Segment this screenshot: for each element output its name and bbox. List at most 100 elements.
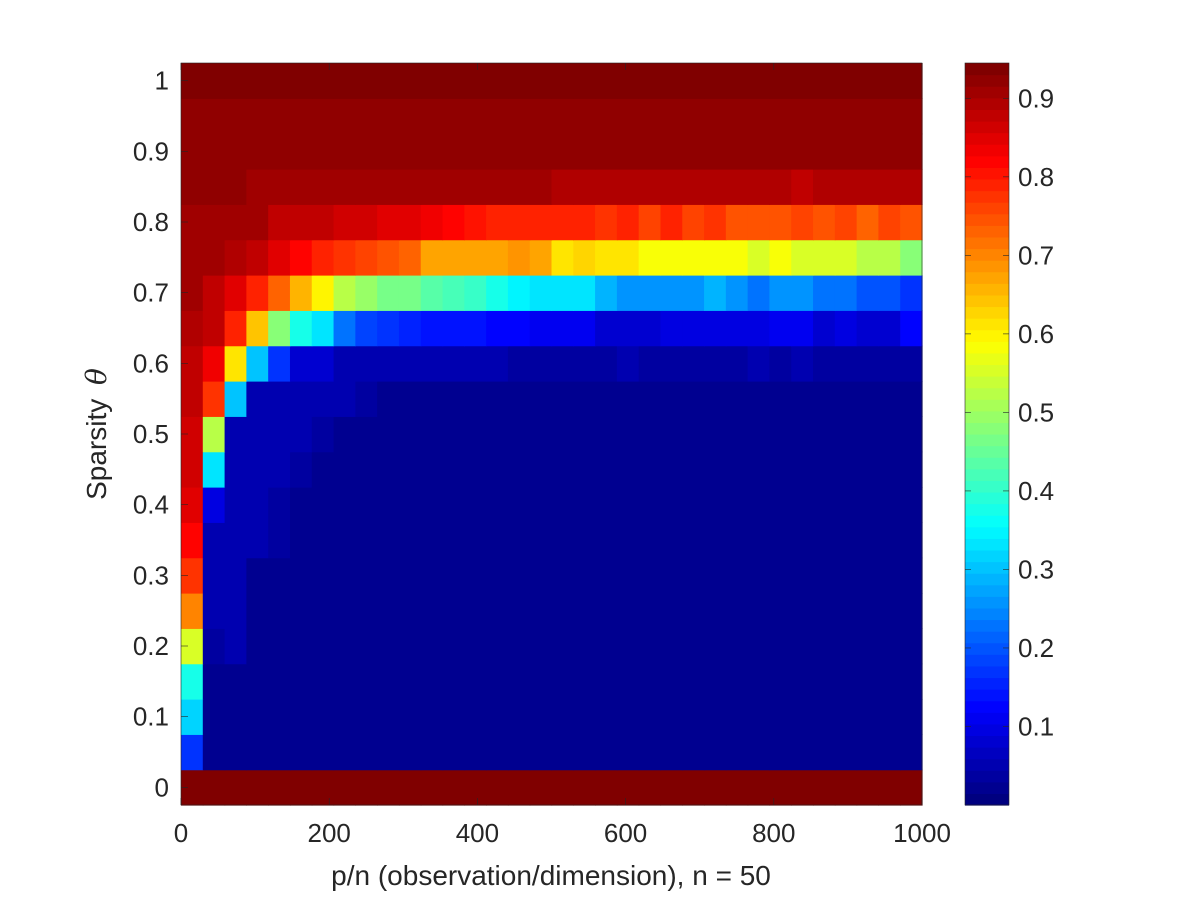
heatmap-cell bbox=[638, 451, 662, 488]
heatmap-cell bbox=[529, 628, 553, 665]
heatmap-cell bbox=[289, 133, 313, 170]
heatmap-cell bbox=[573, 381, 596, 417]
heatmap-cell bbox=[246, 204, 269, 241]
heatmap-cell bbox=[507, 98, 531, 135]
heatmap-cell bbox=[442, 593, 465, 629]
heatmap-cell bbox=[856, 204, 880, 241]
heatmap-cell bbox=[529, 310, 553, 347]
heatmap-cell bbox=[464, 451, 487, 488]
heatmap-cell bbox=[725, 416, 749, 453]
heatmap-cell bbox=[638, 487, 662, 523]
heatmap-cell bbox=[595, 663, 618, 700]
colorbar-tick-label: 0.6 bbox=[1018, 319, 1054, 349]
heatmap-cells bbox=[181, 63, 923, 806]
heatmap-cell bbox=[311, 593, 335, 629]
heatmap-cell bbox=[311, 557, 335, 594]
heatmap-cell bbox=[813, 204, 836, 241]
heatmap-cell bbox=[507, 487, 531, 523]
heatmap-cell bbox=[398, 769, 422, 806]
heatmap-cell bbox=[289, 98, 313, 135]
colorbar-segment bbox=[965, 468, 1009, 481]
heatmap-cell bbox=[311, 169, 335, 205]
heatmap-cell bbox=[246, 310, 269, 347]
heatmap-cell bbox=[224, 663, 247, 700]
heatmap-cell bbox=[246, 699, 269, 735]
heatmap-cell bbox=[289, 663, 313, 700]
heatmap-cell bbox=[333, 769, 356, 806]
heatmap-cell bbox=[682, 239, 705, 276]
heatmap-cell bbox=[246, 769, 269, 806]
heatmap-cell bbox=[638, 522, 662, 559]
colorbar-segment bbox=[965, 665, 1009, 679]
heatmap-cell bbox=[573, 593, 596, 629]
colorbar-segment bbox=[965, 596, 1009, 609]
heatmap-cell bbox=[660, 98, 683, 135]
heatmap-cell bbox=[769, 63, 792, 99]
heatmap-cell bbox=[856, 451, 880, 488]
heatmap-cell bbox=[595, 169, 618, 205]
heatmap-cell bbox=[900, 204, 923, 241]
heatmap-cell bbox=[529, 98, 553, 135]
colorbar-segment bbox=[965, 793, 1009, 806]
heatmap-cell bbox=[595, 628, 618, 665]
heatmap-cell bbox=[551, 522, 574, 559]
heatmap-cell bbox=[224, 239, 247, 276]
heatmap-cell bbox=[878, 769, 901, 806]
heatmap-cell bbox=[791, 275, 814, 311]
heatmap-cell bbox=[638, 381, 662, 417]
heatmap-cell bbox=[638, 699, 662, 735]
heatmap-cell bbox=[616, 310, 640, 347]
heatmap-cell bbox=[660, 169, 683, 205]
heatmap-cell bbox=[224, 628, 247, 665]
heatmap-cell bbox=[420, 63, 444, 99]
heatmap-cell bbox=[420, 239, 444, 276]
heatmap-cell bbox=[747, 487, 771, 523]
heatmap-cell bbox=[769, 451, 792, 488]
heatmap-cell bbox=[682, 416, 705, 453]
heatmap-cell bbox=[202, 345, 226, 382]
heatmap-cell bbox=[486, 522, 509, 559]
heatmap-cell bbox=[638, 593, 662, 629]
heatmap-cell bbox=[682, 63, 705, 99]
heatmap-cell bbox=[900, 133, 923, 170]
colorbar-segment bbox=[965, 213, 1009, 226]
heatmap-cell bbox=[551, 593, 574, 629]
heatmap-cell bbox=[616, 133, 640, 170]
heatmap-cell bbox=[486, 98, 509, 135]
heatmap-cell bbox=[486, 310, 509, 347]
heatmap-cell bbox=[769, 522, 792, 559]
heatmap-cell bbox=[202, 204, 226, 241]
heatmap-cell bbox=[595, 204, 618, 241]
heatmap-cell bbox=[834, 557, 858, 594]
heatmap-cell bbox=[507, 734, 531, 771]
heatmap-cell bbox=[747, 275, 771, 311]
heatmap-cell bbox=[333, 169, 356, 205]
heatmap-cell bbox=[725, 699, 749, 735]
colorbar-tick-label: 0.8 bbox=[1018, 162, 1054, 192]
heatmap-cell bbox=[573, 98, 596, 135]
heatmap-cell bbox=[202, 239, 226, 276]
colorbar-ticks: 0.1 0.2 0.3 0.4 0.5 0.6 0.7 0.8 0.9 bbox=[965, 83, 1054, 741]
heatmap-cell bbox=[747, 169, 771, 205]
colorbar-segment bbox=[965, 642, 1009, 655]
heatmap-cell bbox=[398, 663, 422, 700]
heatmap-cell bbox=[355, 381, 378, 417]
heatmap-cell bbox=[181, 663, 204, 700]
heatmap-cell bbox=[246, 487, 269, 523]
heatmap-cell bbox=[856, 239, 880, 276]
heatmap-cell bbox=[181, 133, 204, 170]
colorbar-segment bbox=[965, 387, 1009, 400]
heatmap-cell bbox=[638, 98, 662, 135]
heatmap-cell bbox=[333, 663, 356, 700]
heatmap-cell bbox=[769, 204, 792, 241]
heatmap-cell bbox=[442, 451, 465, 488]
heatmap-cell bbox=[769, 239, 792, 276]
heatmap-cell bbox=[638, 63, 662, 99]
heatmap-cell bbox=[856, 310, 880, 347]
heatmap-cell bbox=[202, 381, 226, 417]
heatmap-cell bbox=[181, 451, 204, 488]
heatmap-cell bbox=[420, 663, 444, 700]
heatmap-cell bbox=[856, 169, 880, 205]
colorbar-segment bbox=[965, 294, 1009, 308]
colorbar-segment bbox=[965, 236, 1009, 250]
